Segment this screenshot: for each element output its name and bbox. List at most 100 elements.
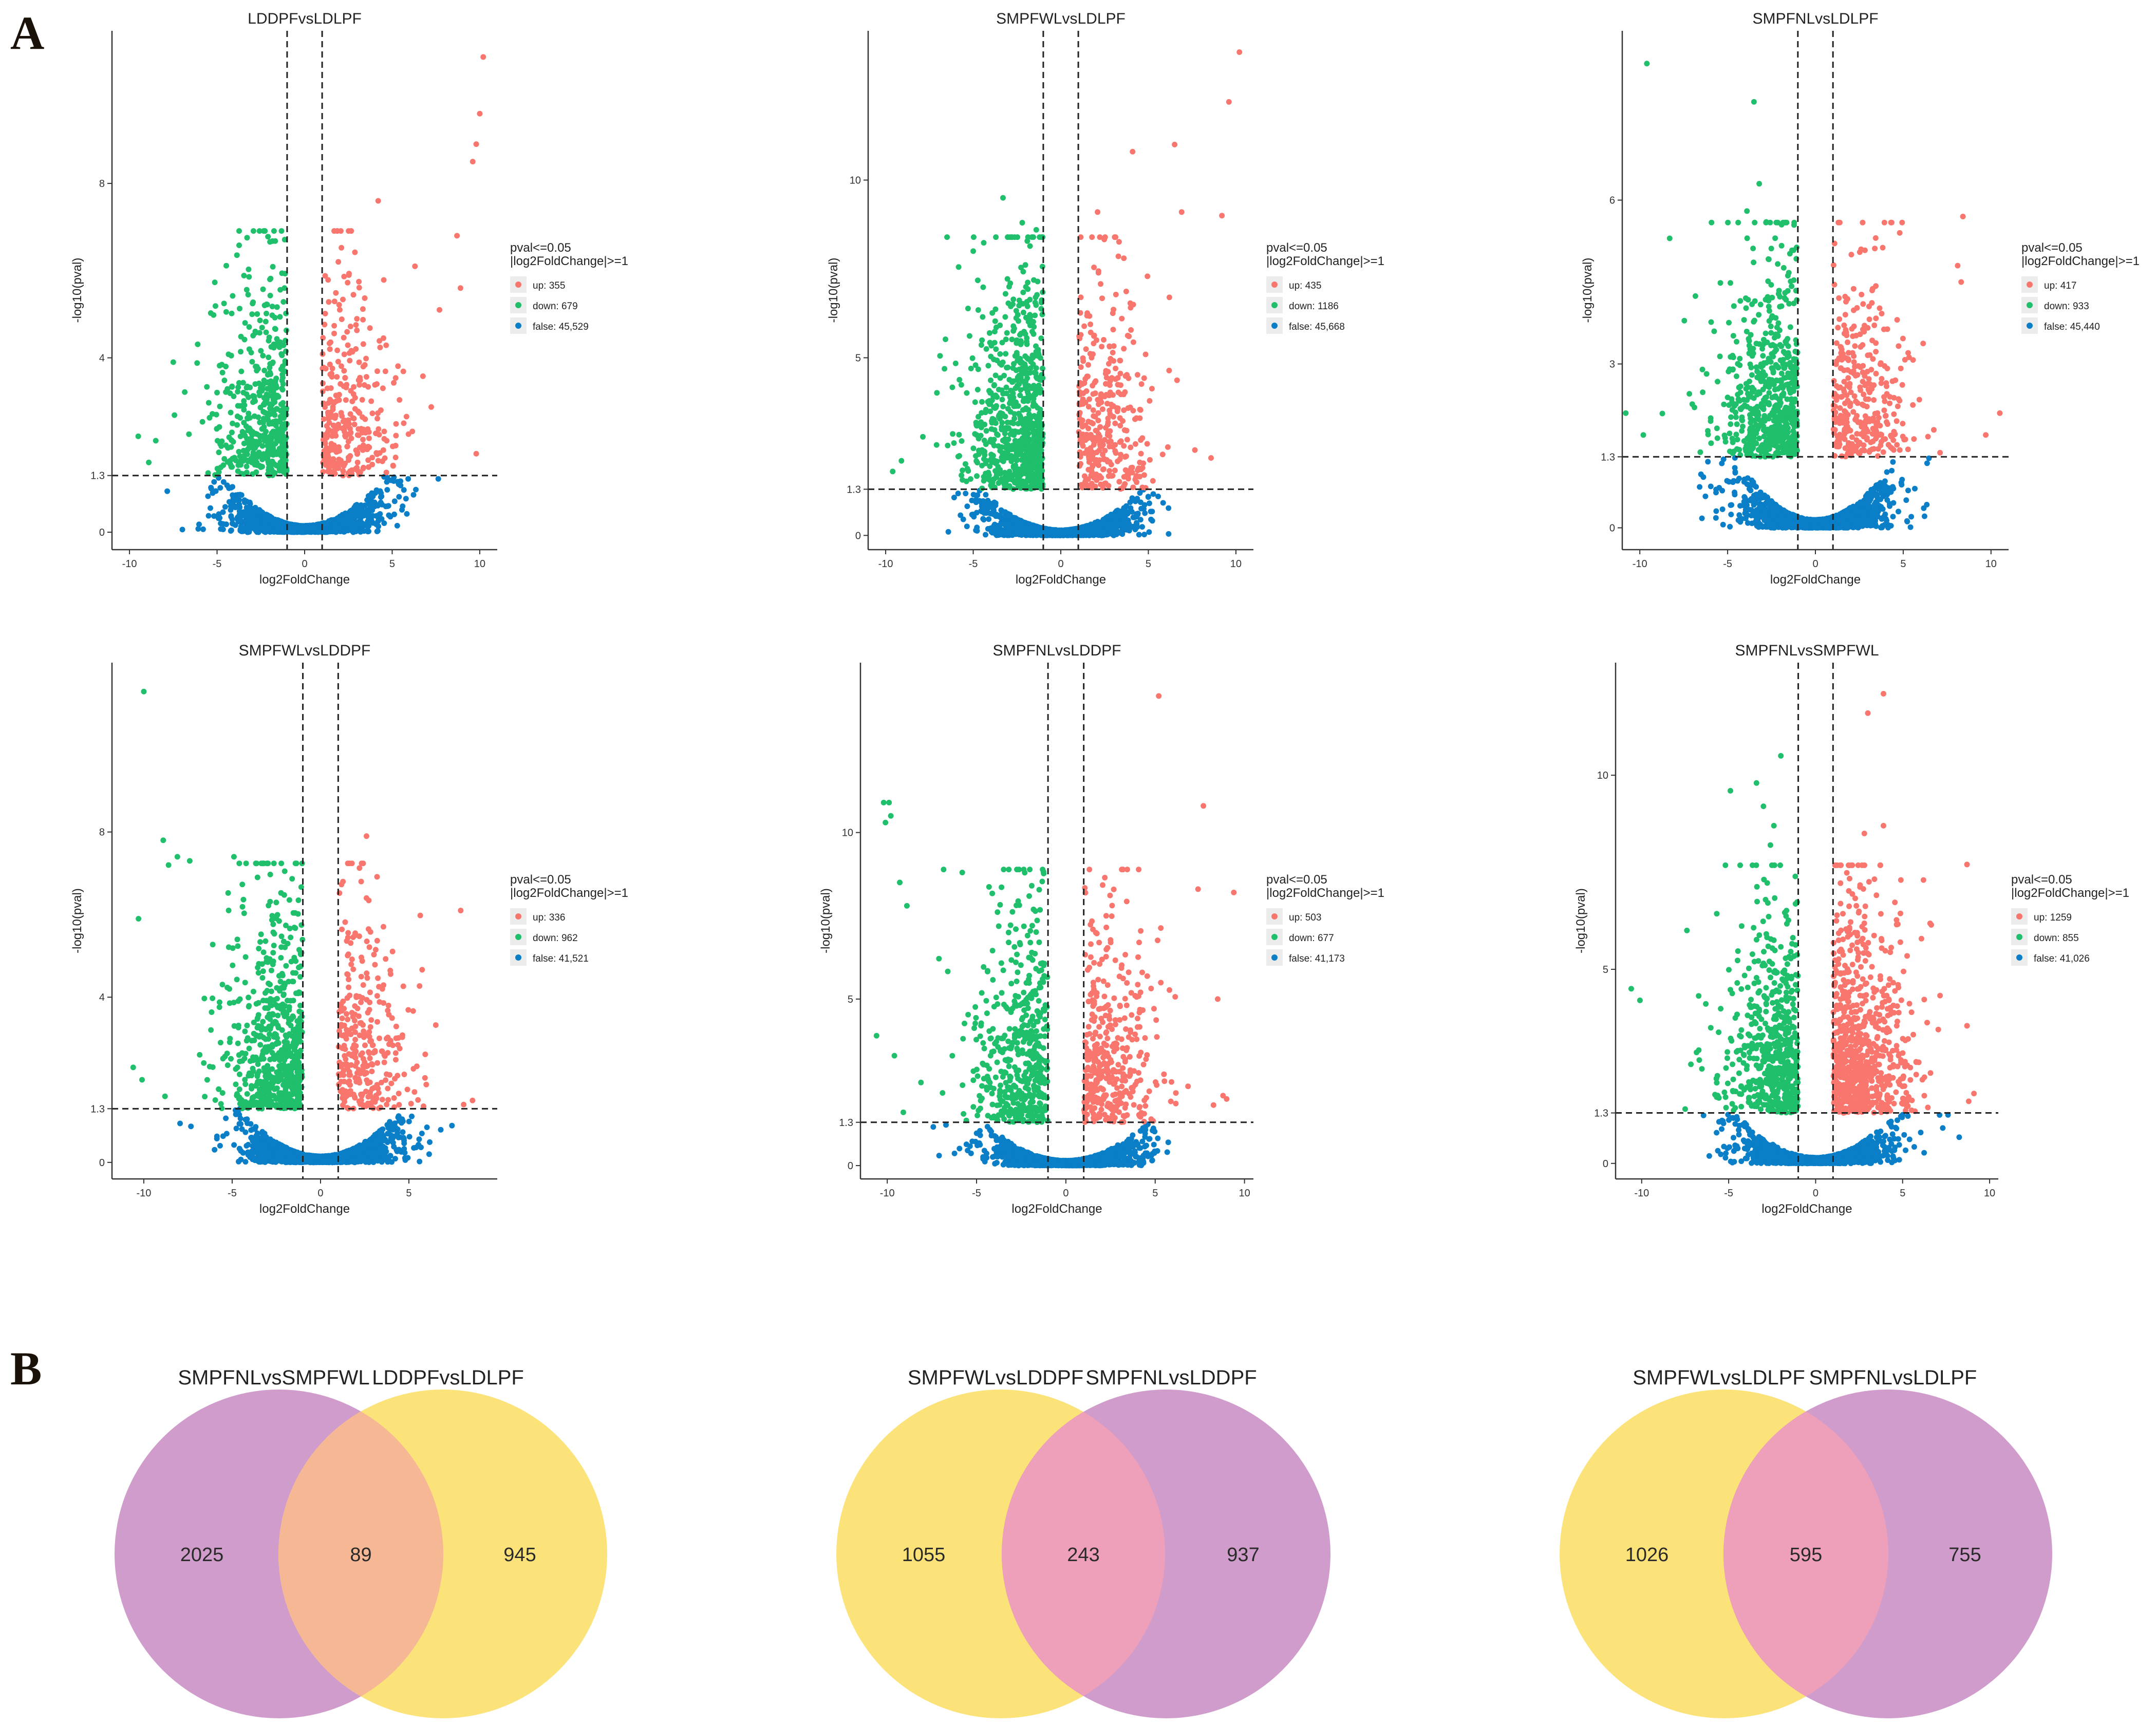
false-point	[385, 503, 391, 509]
false-point	[1119, 531, 1126, 537]
down-point	[254, 431, 260, 437]
up-point	[369, 455, 376, 461]
up-point	[331, 323, 338, 329]
up-point	[363, 355, 369, 362]
false-point	[1166, 505, 1172, 511]
up-point	[366, 435, 372, 441]
down-point	[1000, 403, 1006, 409]
down-point	[280, 468, 286, 475]
false-point	[958, 512, 964, 518]
false-point	[250, 508, 256, 514]
down-point	[234, 422, 240, 428]
false-point	[1137, 517, 1143, 523]
false-point	[273, 518, 279, 523]
up-point	[360, 437, 366, 443]
down-point	[252, 330, 258, 336]
false-point	[1032, 532, 1038, 538]
down-point	[266, 334, 272, 341]
down-point	[272, 378, 278, 384]
false-point	[1122, 511, 1129, 517]
up-point	[357, 377, 363, 383]
up-point	[335, 359, 341, 365]
up-point	[345, 439, 351, 444]
up-point	[473, 141, 479, 147]
down-point	[236, 448, 242, 455]
down-point	[267, 433, 273, 439]
up-point	[349, 467, 355, 473]
up-point	[382, 455, 388, 461]
up-point	[437, 307, 442, 313]
up-point	[363, 374, 369, 380]
up-point	[365, 384, 371, 390]
down-point	[216, 449, 222, 456]
false-point	[378, 494, 384, 500]
down-point	[229, 429, 235, 436]
up-point	[340, 296, 346, 303]
down-point	[258, 387, 264, 393]
down-point	[240, 380, 246, 386]
false-point	[384, 479, 390, 485]
up-point	[345, 342, 351, 348]
up-point	[362, 362, 368, 368]
false-point	[218, 520, 224, 527]
false-point	[1007, 521, 1013, 528]
down-point	[991, 340, 998, 346]
down-point	[1020, 289, 1026, 295]
up-point	[356, 359, 362, 365]
down-point	[219, 438, 225, 444]
false-point	[969, 512, 975, 518]
up-point	[393, 421, 399, 427]
down-point	[236, 242, 242, 248]
down-point	[265, 234, 271, 240]
up-point	[412, 263, 418, 269]
down-point	[259, 456, 266, 462]
false-point	[386, 512, 392, 518]
y-tick-label: 1.3	[90, 471, 105, 482]
false-point	[1135, 511, 1141, 517]
down-point	[282, 237, 288, 242]
up-point	[328, 385, 334, 391]
up-point	[334, 347, 341, 353]
false-point	[253, 528, 259, 534]
false-point	[963, 491, 969, 497]
down-point	[974, 277, 981, 284]
false-point	[205, 513, 212, 519]
down-point	[207, 415, 213, 421]
up-point	[320, 335, 326, 341]
false-point	[230, 484, 235, 490]
up-point	[363, 429, 369, 436]
false-point	[998, 530, 1004, 536]
down-point	[974, 473, 980, 479]
false-point	[361, 509, 367, 515]
legend-title-line2: |log2FoldChange|>=1	[510, 254, 628, 268]
up-point	[374, 368, 380, 374]
up-point	[322, 404, 328, 410]
down-point	[277, 459, 284, 465]
false-point	[405, 476, 411, 482]
down-point	[964, 390, 970, 396]
down-point	[955, 264, 962, 270]
false-point	[228, 528, 234, 534]
false-point	[359, 504, 365, 510]
false-point	[404, 511, 410, 517]
down-point	[1002, 291, 1008, 297]
up-point	[345, 279, 351, 286]
down-point	[172, 412, 178, 418]
down-point	[260, 433, 267, 438]
down-point	[1030, 383, 1037, 389]
down-point	[950, 431, 956, 437]
x-tick-label: 10	[474, 558, 485, 570]
up-point	[331, 298, 338, 305]
false-point	[984, 503, 990, 510]
down-points	[890, 195, 1046, 492]
up-point	[365, 457, 371, 463]
false-point	[218, 526, 224, 532]
up-point	[380, 447, 386, 453]
false-point	[257, 524, 263, 531]
down-point	[976, 414, 981, 420]
down-point	[242, 320, 248, 326]
false-points	[164, 474, 441, 535]
down-point	[967, 476, 973, 482]
up-point	[480, 54, 486, 60]
false-point	[984, 509, 990, 515]
